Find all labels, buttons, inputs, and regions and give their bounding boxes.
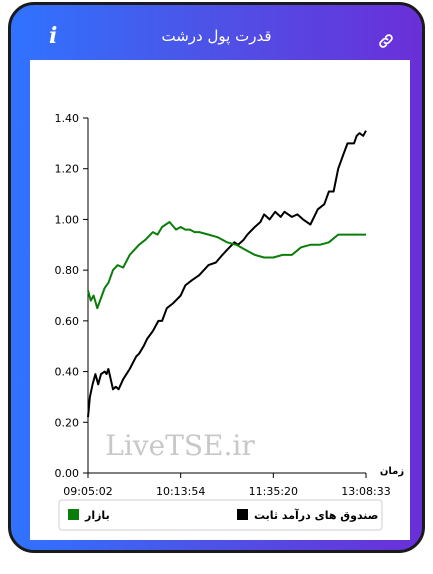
x-tick-label: 09:05:02 <box>63 485 112 498</box>
y-tick-label: 0.80 <box>55 264 80 277</box>
chart-card: i قدرت پول درشت 0.00 0.20 0.40 0.60 0.80 1.00… <box>8 2 425 553</box>
chart-panel: 0.00 0.20 0.40 0.60 0.80 1.00 1.20 1.40 09:05:0… <box>30 60 410 540</box>
y-tick-label: 1.00 <box>55 213 80 226</box>
link-icon[interactable] <box>377 32 395 50</box>
legend-label-fixed-income: صندوق های درآمد ثابت <box>254 508 378 522</box>
series-line-fixed-income <box>87 130 367 418</box>
y-tick-label: 0.20 <box>55 416 80 429</box>
y-tick-label: 1.40 <box>55 112 80 125</box>
legend-label-market: بازار <box>84 509 110 522</box>
series-line-market <box>87 221 366 310</box>
legend: صندوق های درآمد ثابت بازار <box>58 499 383 531</box>
legend-box <box>58 499 383 531</box>
line-chart: 0.00 0.20 0.40 0.60 0.80 1.00 1.20 1.40 09:05:0… <box>55 112 404 531</box>
y-tick-label: 0.00 <box>55 467 80 480</box>
y-tick-label: 0.40 <box>55 366 80 379</box>
x-tick-label: 11:35:20 <box>249 485 298 498</box>
card-header: i قدرت پول درشت <box>11 5 422 57</box>
x-tick-label: 10:13:54 <box>156 485 205 498</box>
x-axis-label: زمان <box>380 466 404 477</box>
legend-swatch-fixed-income <box>237 509 248 520</box>
plot-lines <box>87 130 367 418</box>
y-tick-label: 0.60 <box>55 315 80 328</box>
info-icon[interactable]: i <box>49 23 58 49</box>
y-axis: 0.00 0.20 0.40 0.60 0.80 1.00 1.20 1.40 <box>55 112 89 480</box>
legend-swatch-market <box>68 509 79 520</box>
y-tick-label: 1.20 <box>55 163 80 176</box>
x-axis: 09:05:02 10:13:54 11:35:20 13:08:33 <box>63 472 391 498</box>
chart-title: قدرت پول درشت <box>161 27 272 45</box>
x-tick-label: 13:08:33 <box>341 485 390 498</box>
watermark: LiveTSE.ir <box>105 429 255 462</box>
